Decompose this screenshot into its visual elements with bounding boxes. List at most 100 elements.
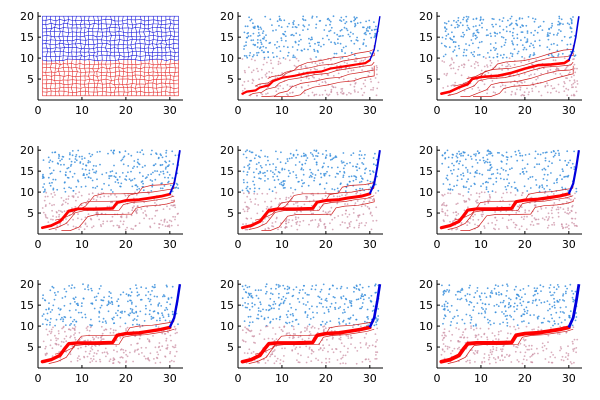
mesh-edge <box>122 84 124 88</box>
data-point <box>294 56 296 59</box>
mesh-edge <box>62 60 65 64</box>
mesh-edge <box>105 83 108 88</box>
data-point <box>135 287 138 290</box>
data-point <box>329 305 332 308</box>
data-point <box>562 208 565 211</box>
data-point <box>110 201 112 204</box>
data-point <box>551 216 554 219</box>
data-point <box>105 355 107 358</box>
data-point <box>329 210 331 213</box>
data-point <box>287 310 290 312</box>
data-point <box>494 216 497 219</box>
data-point <box>286 316 289 319</box>
data-point <box>320 45 322 48</box>
data-point <box>110 189 112 191</box>
data-point <box>163 185 166 187</box>
data-point <box>345 209 347 212</box>
data-point <box>113 316 115 319</box>
data-point <box>323 328 325 331</box>
data-point <box>494 223 497 226</box>
data-point <box>328 174 331 177</box>
mesh-edge <box>92 35 97 38</box>
data-point <box>499 173 502 175</box>
data-point <box>502 192 505 195</box>
data-point <box>359 346 362 349</box>
data-point <box>521 56 523 58</box>
data-point <box>266 92 269 95</box>
data-point <box>44 347 47 350</box>
data-point <box>565 77 567 79</box>
data-point <box>318 78 321 80</box>
data-point <box>58 213 61 216</box>
data-point <box>376 339 378 341</box>
mesh-edge <box>105 78 112 82</box>
x-tick-label: 10 <box>474 104 488 117</box>
mesh-edge <box>58 35 63 38</box>
data-point <box>302 15 305 18</box>
data-point <box>476 162 479 164</box>
data-point <box>377 81 380 84</box>
data-point <box>259 47 261 50</box>
data-point <box>87 288 90 291</box>
data-point <box>316 155 319 158</box>
y-tick-label: 15 <box>20 299 34 312</box>
mesh-edge <box>127 23 133 26</box>
data-point <box>86 173 88 176</box>
data-point <box>274 355 276 358</box>
data-point <box>560 74 563 77</box>
mesh-edge <box>164 72 167 76</box>
data-point <box>44 215 47 217</box>
data-point <box>78 228 80 231</box>
data-point <box>472 35 474 37</box>
data-point <box>366 308 369 311</box>
mesh-edge <box>76 39 81 41</box>
data-point <box>255 168 258 170</box>
mesh-edge <box>156 23 159 28</box>
mesh-edge <box>62 40 65 44</box>
data-point <box>271 24 273 26</box>
data-point <box>483 161 486 164</box>
data-point <box>129 287 132 290</box>
data-point <box>92 358 95 360</box>
data-point <box>280 181 283 184</box>
mesh-edge <box>157 16 159 21</box>
mesh-edge <box>45 71 52 73</box>
data-point <box>520 81 522 83</box>
data-point <box>96 215 99 217</box>
data-point <box>143 320 146 322</box>
mesh-edge <box>46 35 52 37</box>
data-point <box>295 65 297 68</box>
data-point <box>365 20 367 23</box>
data-point <box>452 61 455 64</box>
mesh-edge <box>153 46 158 49</box>
mesh-edge <box>109 40 111 45</box>
data-point <box>518 17 521 19</box>
mesh-edge <box>130 86 132 92</box>
mesh-edge <box>93 71 95 76</box>
data-point <box>338 77 341 80</box>
data-point <box>287 175 290 178</box>
data-point <box>252 22 254 25</box>
data-point <box>367 30 370 32</box>
data-point <box>489 195 491 198</box>
data-point <box>278 292 280 295</box>
data-point <box>265 34 267 36</box>
data-point <box>304 19 307 22</box>
data-point <box>340 297 343 300</box>
data-point <box>534 157 537 160</box>
data-point <box>311 91 314 94</box>
data-point <box>455 160 458 163</box>
data-point <box>569 50 572 53</box>
mesh-edge <box>128 55 133 57</box>
data-point <box>465 186 467 189</box>
data-point <box>346 227 349 229</box>
data-point <box>514 226 517 229</box>
data-point <box>342 46 345 49</box>
data-point <box>71 345 74 347</box>
data-point <box>148 359 151 362</box>
data-point <box>450 63 452 66</box>
data-point <box>61 155 64 158</box>
data-point <box>163 295 166 298</box>
